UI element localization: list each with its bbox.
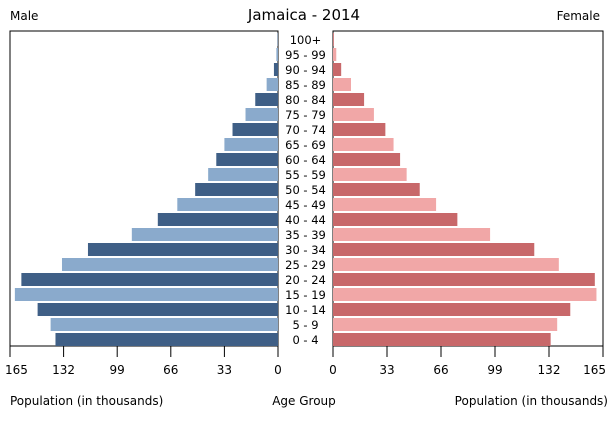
female-bar — [333, 168, 407, 181]
female-bar — [333, 258, 559, 271]
male-bar — [131, 228, 278, 241]
female-bar — [333, 153, 401, 166]
female-tick-label: 66 — [433, 363, 448, 377]
male-bar — [87, 243, 279, 256]
age-group-label: 90 - 94 — [285, 63, 326, 77]
female-tick-label: 132 — [538, 363, 561, 377]
male-tick-label: 132 — [52, 363, 75, 377]
female-bar — [333, 33, 334, 46]
female-tick-label: 33 — [379, 363, 394, 377]
male-bar — [232, 123, 278, 136]
male-tick-label: 33 — [217, 363, 232, 377]
male-bar — [208, 168, 278, 181]
male-bar — [21, 273, 279, 286]
age-group-label: 15 - 19 — [285, 288, 326, 302]
female-bar — [333, 93, 365, 106]
age-group-label: 5 - 9 — [292, 318, 318, 332]
male-bar — [195, 183, 278, 196]
age-group-label: 60 - 64 — [285, 153, 326, 167]
male-tick-label: 66 — [163, 363, 178, 377]
female-label: Female — [557, 9, 600, 23]
female-tick-label: 165 — [583, 363, 606, 377]
female-bar — [333, 288, 597, 301]
male-label: Male — [10, 9, 38, 23]
age-group-label: 0 - 4 — [292, 333, 318, 347]
male-bar — [157, 213, 278, 226]
male-bar — [55, 333, 279, 346]
female-bar — [333, 198, 437, 211]
male-axis-ticks: 0 33 66 99 132 165 — [5, 346, 282, 377]
male-axis-label: Population (in thousands) — [10, 394, 163, 408]
female-bar — [333, 138, 394, 151]
age-group-label: 100+ — [290, 33, 322, 47]
age-axis-label: Age Group — [272, 394, 336, 408]
age-group-label: 75 - 79 — [285, 108, 326, 122]
female-bars — [333, 33, 597, 346]
age-group-label: 95 - 99 — [285, 48, 326, 62]
age-group-label: 30 - 34 — [285, 243, 326, 257]
age-group-label: 45 - 49 — [285, 198, 326, 212]
female-axis-label: Population (in thousands) — [455, 394, 608, 408]
female-bar — [333, 123, 386, 136]
female-axis-ticks: 0 33 66 99 132 165 — [329, 346, 606, 377]
female-tick-label: 99 — [487, 363, 502, 377]
female-bar — [333, 273, 595, 286]
male-bar — [224, 138, 278, 151]
age-group-label: 70 - 74 — [285, 123, 326, 137]
female-bar — [333, 333, 551, 346]
female-bar — [333, 228, 491, 241]
male-tick-label: 99 — [110, 363, 125, 377]
age-group-label: 55 - 59 — [285, 168, 326, 182]
male-tick-label: 0 — [274, 363, 282, 377]
female-bar — [333, 243, 535, 256]
male-tick-label: 165 — [5, 363, 28, 377]
female-bar — [333, 63, 342, 76]
age-group-label: 65 - 69 — [285, 138, 326, 152]
male-bars — [14, 33, 279, 346]
female-bar — [333, 108, 374, 121]
female-bar — [333, 48, 337, 61]
chart-title: Jamaica - 2014 — [247, 6, 360, 24]
age-group-label: 10 - 14 — [285, 303, 326, 317]
male-bar — [216, 153, 278, 166]
age-group-label: 40 - 44 — [285, 213, 326, 227]
female-tick-label: 0 — [329, 363, 337, 377]
male-bar — [266, 78, 278, 91]
male-bar — [273, 63, 278, 76]
male-bar — [61, 258, 279, 271]
male-bar — [177, 198, 278, 211]
age-group-label: 85 - 89 — [285, 78, 326, 92]
female-bar — [333, 183, 420, 196]
age-group-label: 25 - 29 — [285, 258, 326, 272]
male-bar — [245, 108, 278, 121]
male-bar — [276, 48, 278, 61]
female-bar — [333, 318, 558, 331]
male-bar — [14, 288, 279, 301]
female-bar — [333, 303, 571, 316]
male-bar — [255, 93, 278, 106]
age-group-label: 35 - 39 — [285, 228, 326, 242]
age-group-label: 50 - 54 — [285, 183, 326, 197]
male-bar — [37, 303, 278, 316]
female-bar — [333, 213, 458, 226]
age-group-label: 80 - 84 — [285, 93, 326, 107]
female-bar — [333, 78, 351, 91]
male-bar — [50, 318, 278, 331]
age-group-label: 20 - 24 — [285, 273, 326, 287]
